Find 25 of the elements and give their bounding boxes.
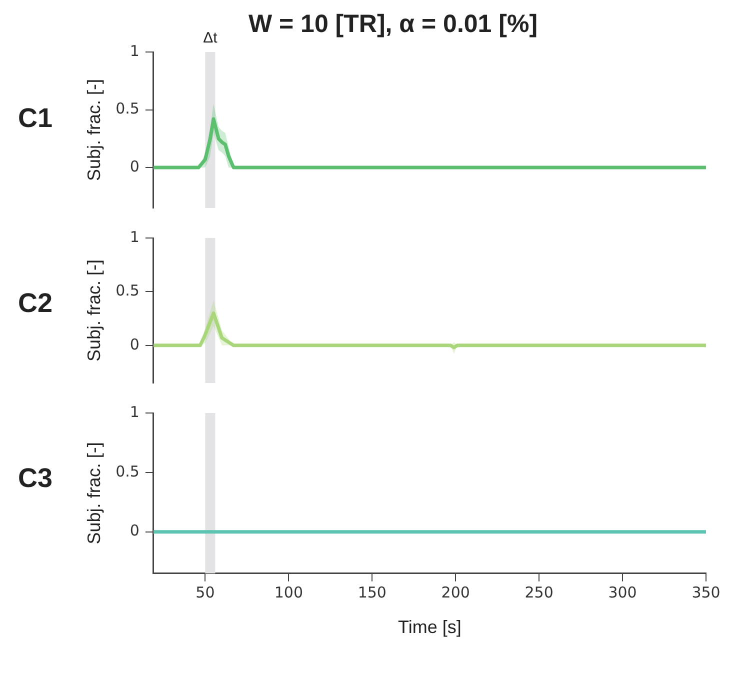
y-tick-label: 0 (130, 522, 140, 540)
y-tick-label: 0.5 (116, 462, 140, 480)
y-tick-label: 0 (130, 157, 140, 176)
x-tick-label: 200 (441, 583, 470, 602)
x-tick-label: 100 (274, 583, 303, 602)
x-tick-label: 150 (358, 583, 386, 602)
x-tick-label: 350 (692, 583, 720, 602)
y-tick-label: 0.5 (116, 100, 140, 118)
band-label: Δt (203, 30, 218, 47)
y-axis-title: Subj. frac. [-] (84, 442, 104, 544)
y-tick-label: 1 (130, 42, 140, 60)
y-axis-title: Subj. frac. [-] (84, 259, 104, 362)
x-tick-label: 300 (608, 583, 637, 602)
x-tick-label: 250 (524, 583, 554, 602)
x-tick-label: 50 (196, 583, 215, 602)
y-axis-title: Subj. frac. [-] (84, 78, 104, 182)
y-tick-label: 1 (130, 402, 140, 421)
x-axis-title: Time [s] (398, 617, 462, 638)
y-tick-label: 0 (130, 335, 140, 354)
chart-title: W = 10 [TR], α = 0.01 [%] (248, 10, 538, 38)
text: C2 (18, 288, 53, 319)
y-tick-label: 0.5 (116, 282, 140, 300)
text: C3 (18, 463, 53, 494)
y-tick-label: 1 (130, 228, 140, 246)
text: C1 (18, 103, 53, 134)
